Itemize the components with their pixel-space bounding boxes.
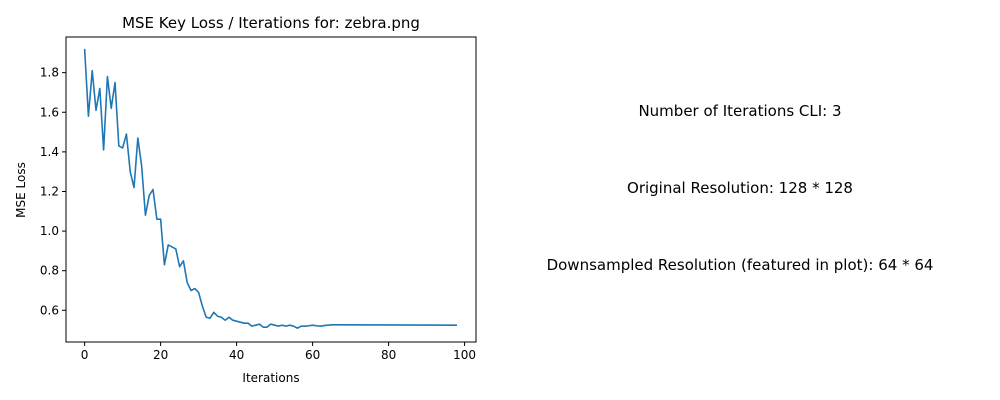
y-axis-ticks: 0.6 0.8 1.0 1.2 1.4 1.6 1.8 <box>40 66 66 317</box>
y-tick-label: 1.8 <box>40 66 59 80</box>
plot-area <box>83 48 458 329</box>
y-tick-label: 0.6 <box>40 303 59 317</box>
y-tick-label: 1.4 <box>40 145 59 159</box>
y-tick-label: 0.8 <box>40 264 59 278</box>
y-axis-label: MSE Loss <box>14 162 28 218</box>
y-tick-label: 1.0 <box>40 224 59 238</box>
x-tick-label: 60 <box>305 348 320 362</box>
x-tick-label: 20 <box>153 348 168 362</box>
downsampled-resolution-text: Downsampled Resolution (featured in plot… <box>546 256 934 274</box>
y-tick-label: 1.6 <box>40 105 59 119</box>
x-axis-ticks: 0 20 40 60 80 100 <box>81 342 476 362</box>
original-resolution-text: Original Resolution: 128 * 128 <box>627 179 853 197</box>
series-line-0 <box>83 48 458 329</box>
loss-chart: MSE Key Loss / Iterations for: zebra.png… <box>14 14 477 385</box>
chart-title: MSE Key Loss / Iterations for: zebra.png <box>122 14 420 32</box>
x-tick-label: 80 <box>381 348 396 362</box>
iterations-cli-text: Number of Iterations CLI: 3 <box>638 102 842 120</box>
x-tick-label: 40 <box>229 348 244 362</box>
y-tick-label: 1.2 <box>40 184 59 198</box>
plot-frame <box>65 36 477 343</box>
x-tick-label: 0 <box>81 348 89 362</box>
x-tick-label: 100 <box>453 348 476 362</box>
x-axis-label: Iterations <box>242 371 299 385</box>
